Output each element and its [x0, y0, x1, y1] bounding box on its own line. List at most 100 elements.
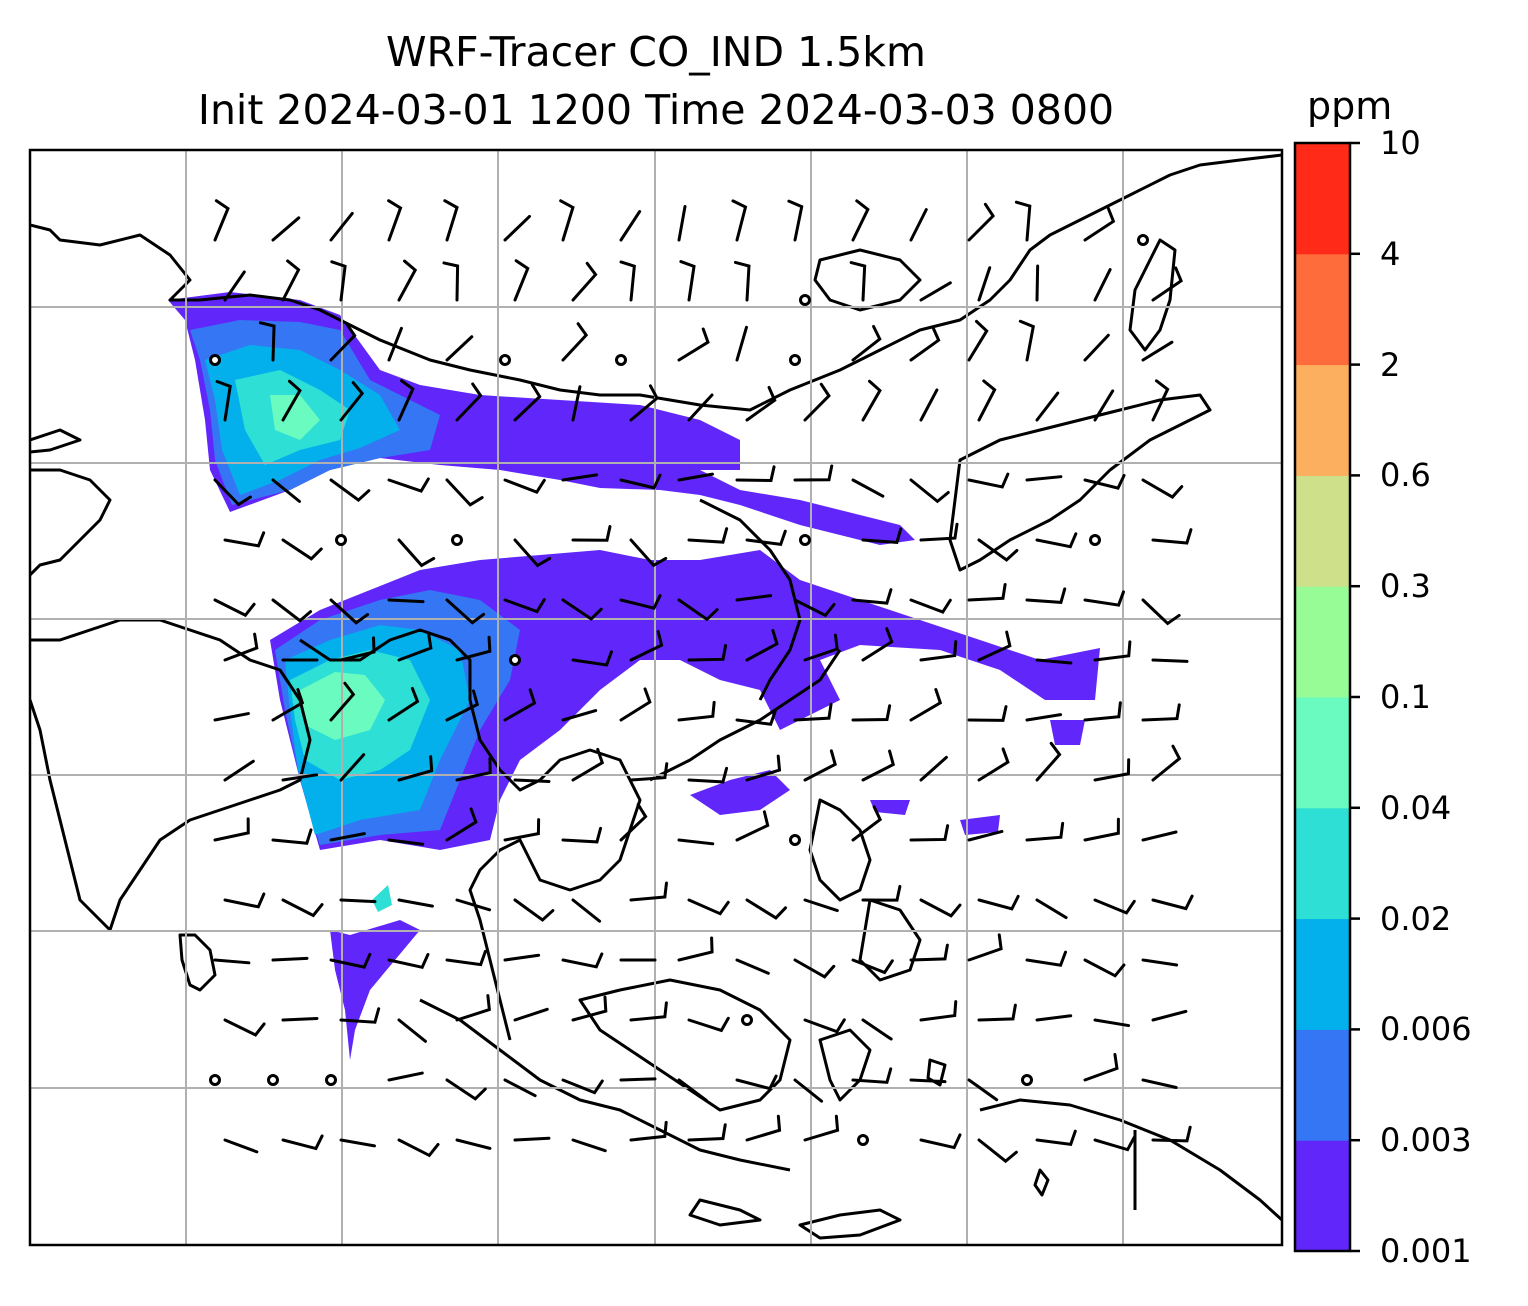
wind-barb	[1035, 1014, 1073, 1022]
west-coast-segment-2	[30, 468, 112, 577]
wind-barb	[1083, 206, 1116, 242]
wind-barb	[745, 754, 782, 782]
wind-barb	[281, 1016, 319, 1022]
wind-barb	[619, 260, 636, 302]
wind-barb	[1035, 741, 1062, 782]
wind-barb	[271, 478, 301, 503]
colorbar-tick-label: 0.3	[1380, 567, 1431, 606]
wind-barb	[281, 773, 319, 782]
wind-barb	[851, 199, 870, 242]
wind-barb	[967, 829, 1004, 842]
wind-barb	[387, 199, 403, 242]
wind-barb	[387, 326, 403, 362]
wind-barb	[687, 766, 729, 784]
wind-barb	[1018, 319, 1035, 362]
wind-barb	[619, 687, 652, 722]
japan-north-island	[1128, 238, 1177, 352]
wind-barb	[619, 473, 662, 490]
calm-wind-marker	[209, 354, 221, 366]
colorbar-segment	[1295, 253, 1350, 366]
wind-barb	[223, 270, 246, 302]
wind-barb	[919, 640, 958, 662]
calm-wind-marker	[451, 534, 463, 546]
colorbar-tick-label: 0.02	[1380, 899, 1452, 938]
wind-barb	[977, 630, 1012, 662]
northern-border-line	[30, 153, 1282, 412]
wind-barb	[803, 1018, 846, 1034]
wind-barb	[735, 325, 748, 362]
wind-barb	[803, 749, 837, 782]
wind-barb	[745, 898, 788, 920]
wind-barb	[271, 688, 305, 722]
wind-barb	[919, 281, 952, 302]
calm-wind-marker	[499, 354, 511, 366]
wind-barb	[397, 1018, 427, 1043]
wind-barb	[629, 630, 664, 662]
wind-barb	[561, 473, 599, 482]
wind-barb	[387, 953, 430, 970]
colorbar-unit-label: ppm	[1307, 84, 1393, 128]
wind-barb	[213, 958, 251, 965]
wind-barb	[909, 824, 950, 842]
wind-barb	[619, 594, 662, 610]
wind-barb	[687, 644, 728, 662]
wind-barb	[330, 260, 347, 302]
chart-title-line-1: WRF-Tracer CO_IND 1.5km	[386, 28, 926, 76]
wind-barb	[977, 379, 997, 422]
wind-barb	[803, 633, 839, 662]
calm-wind-marker	[789, 834, 801, 846]
wind-barb	[967, 582, 1007, 602]
wind-barb	[387, 1071, 424, 1082]
plume-north-peak	[270, 395, 320, 440]
wind-barb	[745, 628, 779, 662]
wind-barb	[561, 1078, 604, 1095]
wind-barb	[223, 1018, 266, 1037]
wind-barb	[967, 933, 1003, 962]
wind-barb	[793, 1078, 824, 1103]
wind-barb	[1093, 268, 1112, 302]
wind-barb	[387, 598, 425, 604]
wind-barb	[513, 778, 551, 783]
colorbar-segment	[1295, 1029, 1350, 1141]
wind-barb	[258, 321, 276, 362]
wind-barb	[629, 762, 669, 782]
wind-barb	[445, 689, 480, 722]
wind-barb	[619, 1077, 657, 1082]
gridlines	[30, 150, 1282, 1245]
wind-barb	[677, 598, 719, 622]
wind-barb	[223, 632, 259, 662]
wind-barb	[977, 1003, 1017, 1022]
wind-barb	[909, 325, 941, 362]
calm-wind-marker	[1089, 534, 1101, 546]
wind-barb	[1141, 958, 1179, 967]
wind-barb	[513, 383, 542, 422]
wind-barb	[851, 588, 893, 605]
wind-barb	[339, 381, 365, 422]
wind-barb	[271, 216, 301, 242]
wind-barb	[629, 1001, 668, 1022]
wind-barb	[281, 379, 302, 422]
wind-barb	[213, 817, 250, 842]
wind-barb	[629, 538, 668, 568]
colorbar-tick-label: 2	[1380, 345, 1401, 384]
wind-barb	[851, 1067, 893, 1084]
wind-barb	[571, 898, 602, 923]
colorbar-tick-label: 0.1	[1380, 678, 1431, 716]
wind-barb	[503, 598, 546, 614]
wind-barb	[1083, 333, 1110, 362]
wind-barb	[223, 1138, 259, 1154]
calm-wind-marker	[741, 1014, 753, 1026]
wind-barb	[1025, 821, 1065, 842]
wind-barb	[571, 525, 612, 542]
wind-barb	[735, 1074, 778, 1091]
wind-barb	[503, 818, 541, 842]
wind-barb	[397, 259, 418, 302]
wind-barb	[1025, 950, 1068, 967]
wind-barb	[1151, 528, 1193, 545]
wind-barb	[281, 1134, 324, 1151]
wind-barb	[1035, 658, 1073, 665]
wind-barb	[445, 598, 486, 625]
wind-barb	[793, 958, 836, 979]
wind-barb	[455, 757, 492, 782]
